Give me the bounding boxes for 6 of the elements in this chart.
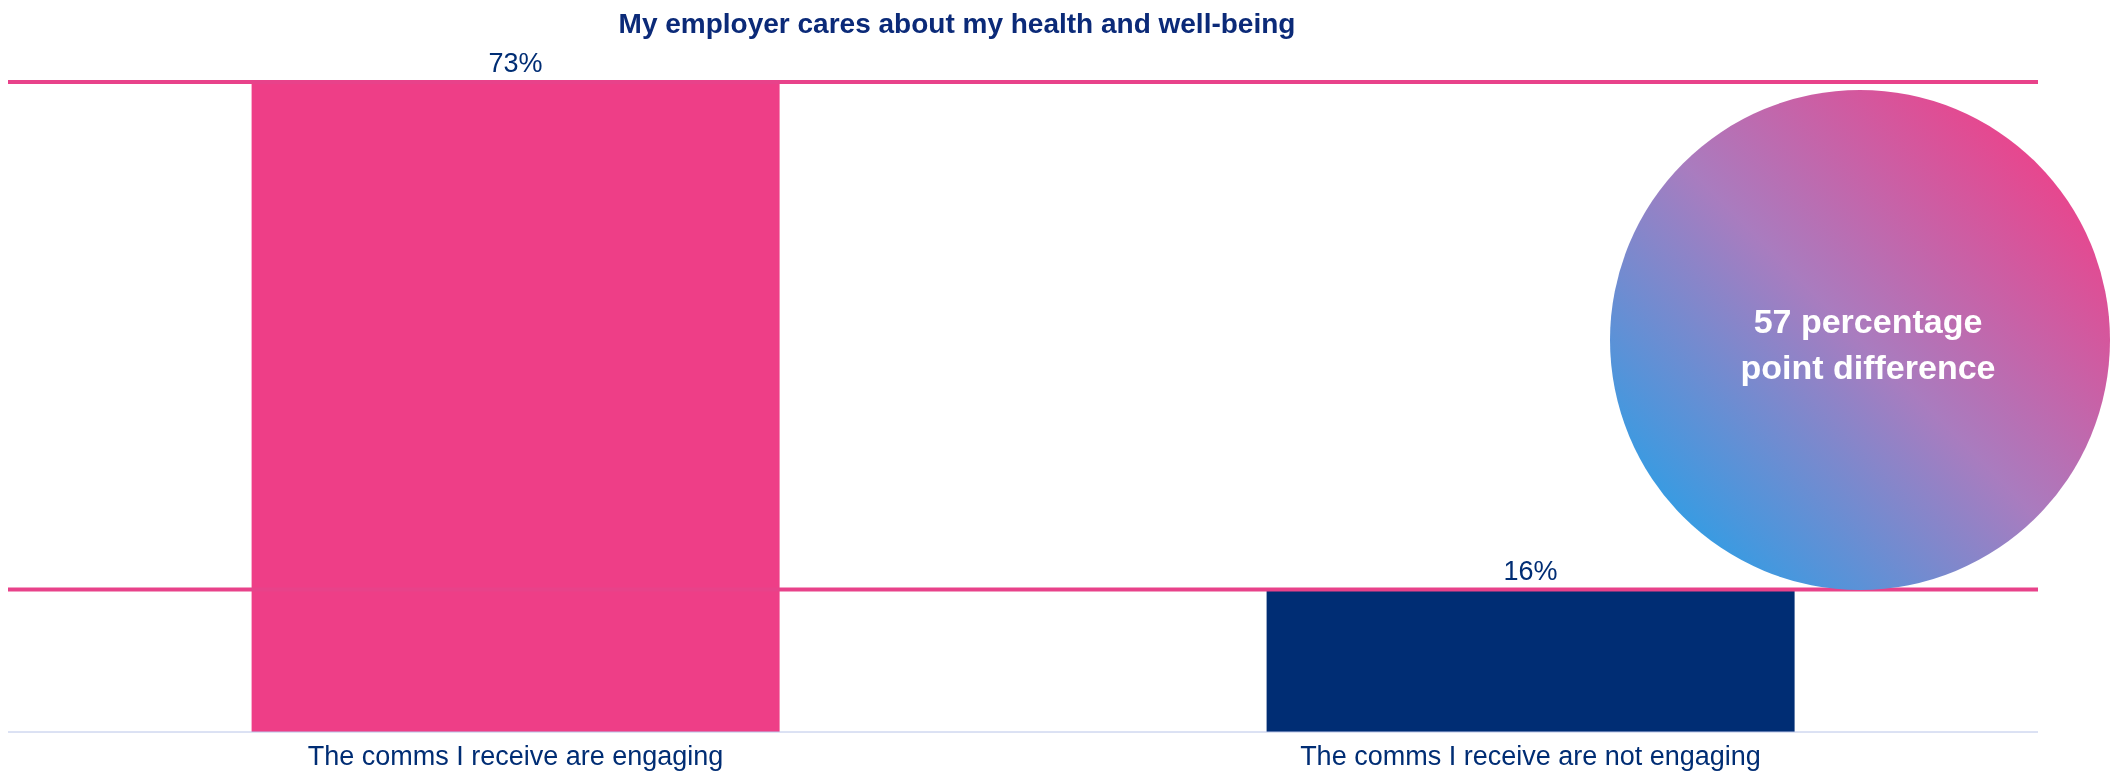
annotation: 57 percentage point difference [1739, 301, 1997, 388]
chart-title: My employer cares about my health and well-being [617, 8, 1297, 40]
data-label: 73% [488, 48, 543, 78]
x-tick-label: The comms I receive are engaging [307, 741, 724, 772]
data-label: 16% [1503, 555, 1558, 586]
x-tick-label: The comms I receive are not engaging [1300, 741, 1761, 772]
